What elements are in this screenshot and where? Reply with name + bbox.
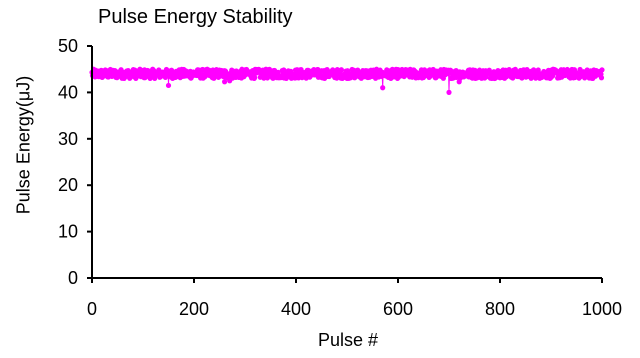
y-tick-label: 10 [58,222,78,242]
y-tick-label: 30 [58,129,78,149]
y-tick-label: 40 [58,82,78,102]
x-tick-label: 600 [383,299,413,319]
data-point [598,75,605,81]
x-tick-label: 1000 [582,299,622,319]
outlier-point [222,79,228,85]
data-point [252,74,258,81]
data-point [334,75,340,81]
series-layer [89,66,605,95]
y-tick-label: 0 [68,268,78,288]
axes-layer: 0 10 20 30 40 50 0 200 400 600 800 1000 [58,36,622,319]
chart-title: Pulse Energy Stability [98,6,293,28]
x-tick-label: 800 [485,299,515,319]
x-tick-label: 200 [179,299,209,319]
y-tick-label: 20 [58,175,78,195]
x-tick-label: 0 [87,299,97,319]
outlier-point [165,82,172,89]
outlier-point [380,85,386,91]
y-tick-label: 50 [58,36,78,56]
data-point [338,67,344,73]
data-point [599,67,605,73]
outlier-point [446,89,452,95]
x-tick-label: 400 [281,299,311,319]
x-axis-label: Pulse # [317,330,379,350]
